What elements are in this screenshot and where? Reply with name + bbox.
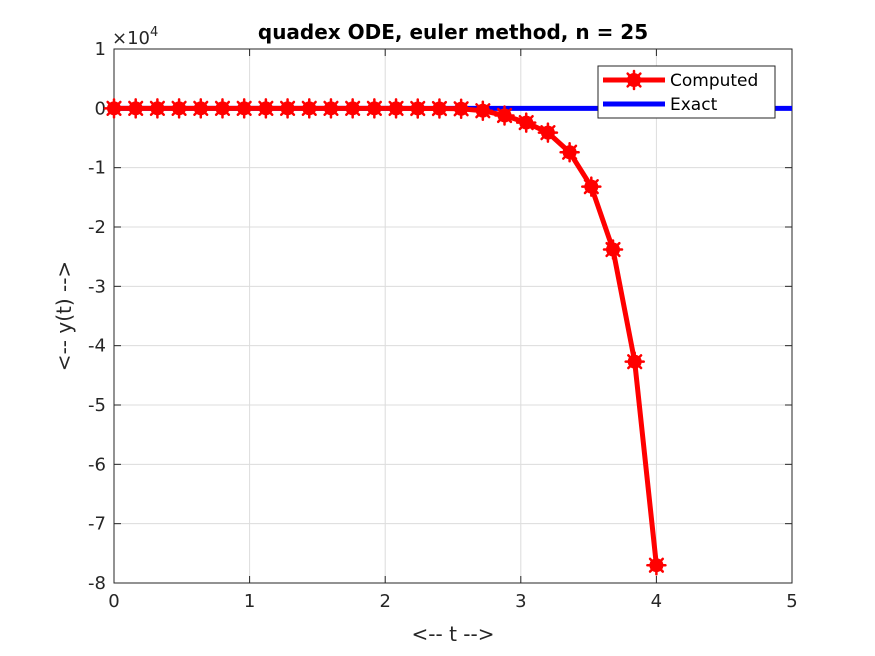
computed-point	[515, 112, 537, 133]
computed-point	[602, 239, 624, 260]
computed-point	[472, 100, 494, 121]
computed-point	[624, 351, 645, 372]
computed-point	[559, 141, 580, 163]
computed-point-spoke	[524, 114, 534, 124]
computed-point-spoke	[394, 100, 404, 110]
ticks	[113, 48, 793, 584]
computed-point	[147, 98, 168, 119]
computed-point-spoke	[590, 179, 599, 188]
computed-point-spoke	[655, 557, 665, 567]
computed-point-spoke	[264, 100, 274, 110]
x-tick-label: 5	[786, 591, 797, 612]
x-tick-labels: 0 1 2 3 4 5	[108, 591, 797, 612]
computed-point	[450, 98, 472, 120]
computed-point	[407, 98, 428, 119]
computed-point-spoke	[546, 125, 556, 134]
computed-point	[299, 98, 320, 119]
computed-point	[190, 98, 212, 119]
series-layer	[103, 98, 792, 576]
legend-box	[597, 65, 776, 119]
legend-computed-marker	[623, 69, 645, 91]
computed-point	[581, 176, 602, 197]
computed-point-spoke	[503, 107, 513, 117]
computed-point	[125, 98, 146, 119]
y-tick-label: -4	[88, 336, 106, 357]
computed-point-spoke	[156, 100, 166, 110]
y-tick-label: -3	[88, 276, 106, 297]
y-tick-label: 0	[95, 98, 106, 119]
computed-point	[342, 98, 363, 119]
computed-point-spoke	[329, 100, 339, 110]
computed-point-spoke	[286, 100, 296, 110]
y-axis-label: <-- y(t) -->	[52, 261, 76, 371]
computed-point	[646, 554, 667, 576]
computed-point-spoke	[568, 144, 578, 154]
x-tick-label: 4	[651, 591, 662, 612]
computed-point-spoke	[221, 100, 231, 110]
y-tick-label: -2	[88, 217, 106, 238]
computed-point-spoke	[438, 100, 448, 110]
computed-point-spoke	[416, 100, 426, 110]
computed-point	[320, 98, 342, 119]
computed-point-spoke	[177, 100, 187, 110]
computed-point	[212, 98, 233, 119]
legend-computed-point	[623, 69, 645, 91]
y-tick-label: -6	[88, 454, 106, 475]
legend-computed-point-spoke	[632, 72, 642, 82]
computed-point	[103, 98, 125, 119]
computed-point	[168, 98, 190, 119]
computed-point-spoke	[351, 100, 361, 110]
chart-title: quadex ODE, euler method, n = 25	[258, 20, 648, 44]
computed-point	[277, 98, 298, 119]
computed-point-spoke	[242, 100, 252, 110]
axes-box	[113, 48, 793, 584]
computed-point	[537, 122, 559, 143]
x-tick-label: 0	[108, 591, 119, 612]
y-tick-label: -7	[88, 514, 106, 535]
y-tick-labels: 1 0 -1 -2 -3 -4 -5 -6 -7 -8	[88, 39, 106, 594]
computed-point-spoke	[633, 354, 643, 363]
x-tick-label: 1	[244, 591, 255, 612]
computed-point-spoke	[611, 241, 621, 251]
y-tick-label: 1	[95, 39, 106, 60]
y-tick-label: -1	[88, 158, 106, 179]
computed-point-spoke	[481, 103, 491, 112]
y-tick-label: -8	[88, 573, 106, 594]
computed-point	[255, 98, 277, 119]
y-tick-label: -5	[88, 395, 106, 416]
computed-point	[385, 98, 407, 119]
computed-point	[429, 98, 450, 119]
x-tick-label: 3	[515, 591, 526, 612]
computed-point	[364, 98, 385, 119]
legend-computed-label: Computed	[670, 71, 758, 91]
computed-point-spoke	[112, 100, 122, 110]
legend: Computed Exact	[597, 65, 776, 119]
computed-point	[233, 98, 255, 119]
plot-area	[114, 49, 792, 583]
computed-point-spoke	[308, 100, 317, 110]
x-axis-label: <-- t -->	[412, 622, 495, 646]
computed-point-spoke	[199, 100, 209, 110]
legend-exact-label: Exact	[670, 95, 718, 115]
computed-point-spoke	[459, 101, 469, 111]
computed-point-spoke	[134, 100, 144, 110]
x-tick-label: 2	[379, 591, 390, 612]
y-exponent-multiplier: ×104	[112, 25, 158, 49]
computed-point	[494, 105, 515, 126]
computed-point-spoke	[373, 100, 382, 110]
